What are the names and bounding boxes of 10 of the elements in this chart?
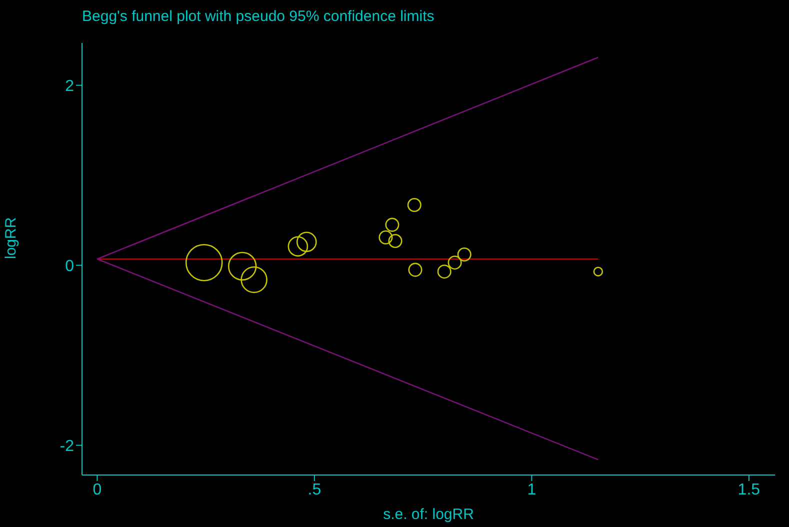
x-tick-label: .5 [308,481,322,498]
x-tick-label: 0 [92,481,102,498]
y-tick-label: 0 [65,258,74,275]
x-tick-label: 1.5 [738,481,760,498]
x-tick-label: 1 [527,481,536,498]
chart-title: Begg's funnel plot with pseudo 95% confidence limits [82,8,434,25]
y-tick-label: 2 [65,78,74,95]
y-tick-label: -2 [60,438,74,455]
y-axis-title: logRR [2,217,20,259]
x-axis-title: s.e. of: logRR [383,506,474,523]
